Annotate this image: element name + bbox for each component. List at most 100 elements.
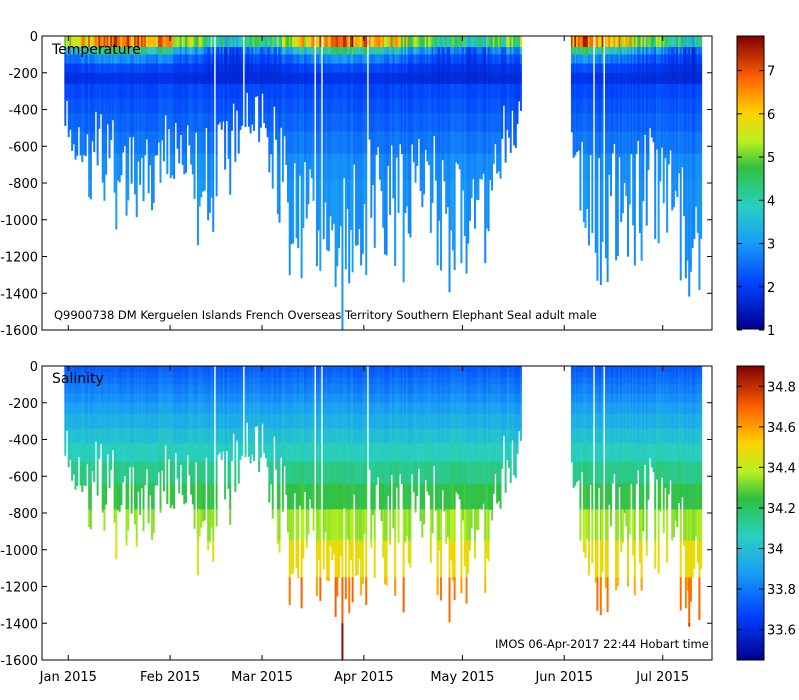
heatmap-cell <box>497 63 500 74</box>
heatmap-cell <box>176 461 179 479</box>
heatmap-cell <box>678 54 681 64</box>
heatmap-cell <box>190 72 193 85</box>
heatmap-cell <box>101 509 104 513</box>
heatmap-cell <box>195 36 198 42</box>
heatmap-cell <box>283 131 286 137</box>
heatmap-cell <box>198 47 201 55</box>
heatmap-cell <box>491 153 494 180</box>
heatmap-cell <box>307 179 310 205</box>
heatmap-cell <box>594 41 597 48</box>
heatmap-cell <box>584 113 587 132</box>
heatmap-cell <box>205 443 208 458</box>
heatmap-cell <box>276 72 279 85</box>
heatmap-cell <box>344 131 347 154</box>
heatmap-cell <box>446 63 449 74</box>
heatmap-cell <box>220 36 223 42</box>
heatmap-cell <box>689 47 692 55</box>
heatmap-cell <box>448 72 451 85</box>
heatmap-cell <box>144 83 147 99</box>
heatmap-cell <box>518 83 521 99</box>
heatmap-cell <box>162 36 165 42</box>
heatmap-cell <box>200 63 203 74</box>
heatmap-cell <box>322 36 325 42</box>
heatmap-cell <box>130 461 133 484</box>
heatmap-cell <box>215 83 218 99</box>
heatmap-cell <box>657 83 660 99</box>
heatmap-cell <box>161 54 164 64</box>
heatmap-cell <box>346 41 349 48</box>
heatmap-cell <box>508 72 511 85</box>
heatmap-cell <box>400 63 403 74</box>
heatmap-cell <box>339 83 342 99</box>
heatmap-cell <box>196 47 199 55</box>
heatmap-cell <box>196 461 199 484</box>
heatmap-cell <box>196 210 199 246</box>
heatmap-cell <box>322 131 325 154</box>
heatmap-cell <box>645 47 648 55</box>
heatmap-cell <box>168 72 171 85</box>
heatmap-cell <box>693 41 696 48</box>
heatmap-cell <box>162 72 165 85</box>
y-tick-label: -1200 <box>0 251 38 266</box>
heatmap-cell <box>599 36 602 42</box>
heatmap-cell <box>205 402 208 415</box>
heatmap-cell <box>394 54 397 64</box>
heatmap-cell <box>460 247 463 264</box>
heatmap-cell <box>368 36 371 42</box>
heatmap-cell <box>152 83 155 99</box>
heatmap-cell <box>491 113 494 132</box>
heatmap-cell <box>91 98 94 114</box>
platform-annotation: Q9900738 DM Kerguelen Islands French Ove… <box>54 308 597 322</box>
heatmap-cell <box>161 377 164 385</box>
heatmap-cell <box>409 72 412 85</box>
heatmap-cell <box>652 36 655 42</box>
heatmap-cell <box>140 366 143 372</box>
heatmap-cell <box>166 377 169 385</box>
heatmap-cell <box>579 98 582 114</box>
heatmap-cell <box>378 54 381 64</box>
heatmap-cell <box>657 113 660 132</box>
heatmap-cell <box>470 36 473 42</box>
heatmap-cell <box>382 47 385 55</box>
heatmap-cell <box>154 54 157 64</box>
heatmap-cell <box>516 41 519 48</box>
heatmap-cell <box>69 72 72 85</box>
heatmap-cell <box>151 509 154 541</box>
heatmap-cell <box>89 371 92 378</box>
heatmap-cell <box>489 63 492 74</box>
heatmap-cell <box>142 443 145 462</box>
heatmap-cell <box>686 113 689 132</box>
heatmap-cell <box>181 47 184 55</box>
heatmap-cell <box>395 41 398 48</box>
heatmap-cell <box>127 413 130 429</box>
heatmap-cell <box>110 36 113 42</box>
heatmap-cell <box>368 72 371 85</box>
heatmap-cell <box>134 483 137 510</box>
heatmap-cell <box>224 83 227 99</box>
heatmap-cell <box>134 366 137 372</box>
heatmap-cell <box>128 113 131 132</box>
heatmap-cell <box>457 47 460 55</box>
heatmap-cell <box>118 377 121 385</box>
heatmap-cell <box>445 113 448 132</box>
heatmap-cell <box>429 179 432 211</box>
heatmap-cell <box>440 179 443 211</box>
heatmap-cell <box>113 377 116 385</box>
heatmap-cell <box>338 98 341 114</box>
heatmap-cell <box>217 366 220 372</box>
heatmap-cell <box>76 63 79 74</box>
heatmap-cell <box>173 428 176 444</box>
heatmap-cell <box>174 98 177 114</box>
heatmap-cell <box>688 131 691 154</box>
heatmap-cell <box>247 36 250 42</box>
heatmap-cell <box>642 179 645 202</box>
heatmap-cell <box>69 413 72 429</box>
heatmap-cell <box>178 72 181 85</box>
heatmap-cell <box>168 413 171 429</box>
heatmap-cell <box>378 153 381 180</box>
heatmap-cell <box>83 47 86 55</box>
heatmap-cell <box>453 83 456 99</box>
heatmap-cell <box>229 113 232 132</box>
heatmap-cell <box>173 131 176 154</box>
heatmap-cell <box>640 41 643 48</box>
